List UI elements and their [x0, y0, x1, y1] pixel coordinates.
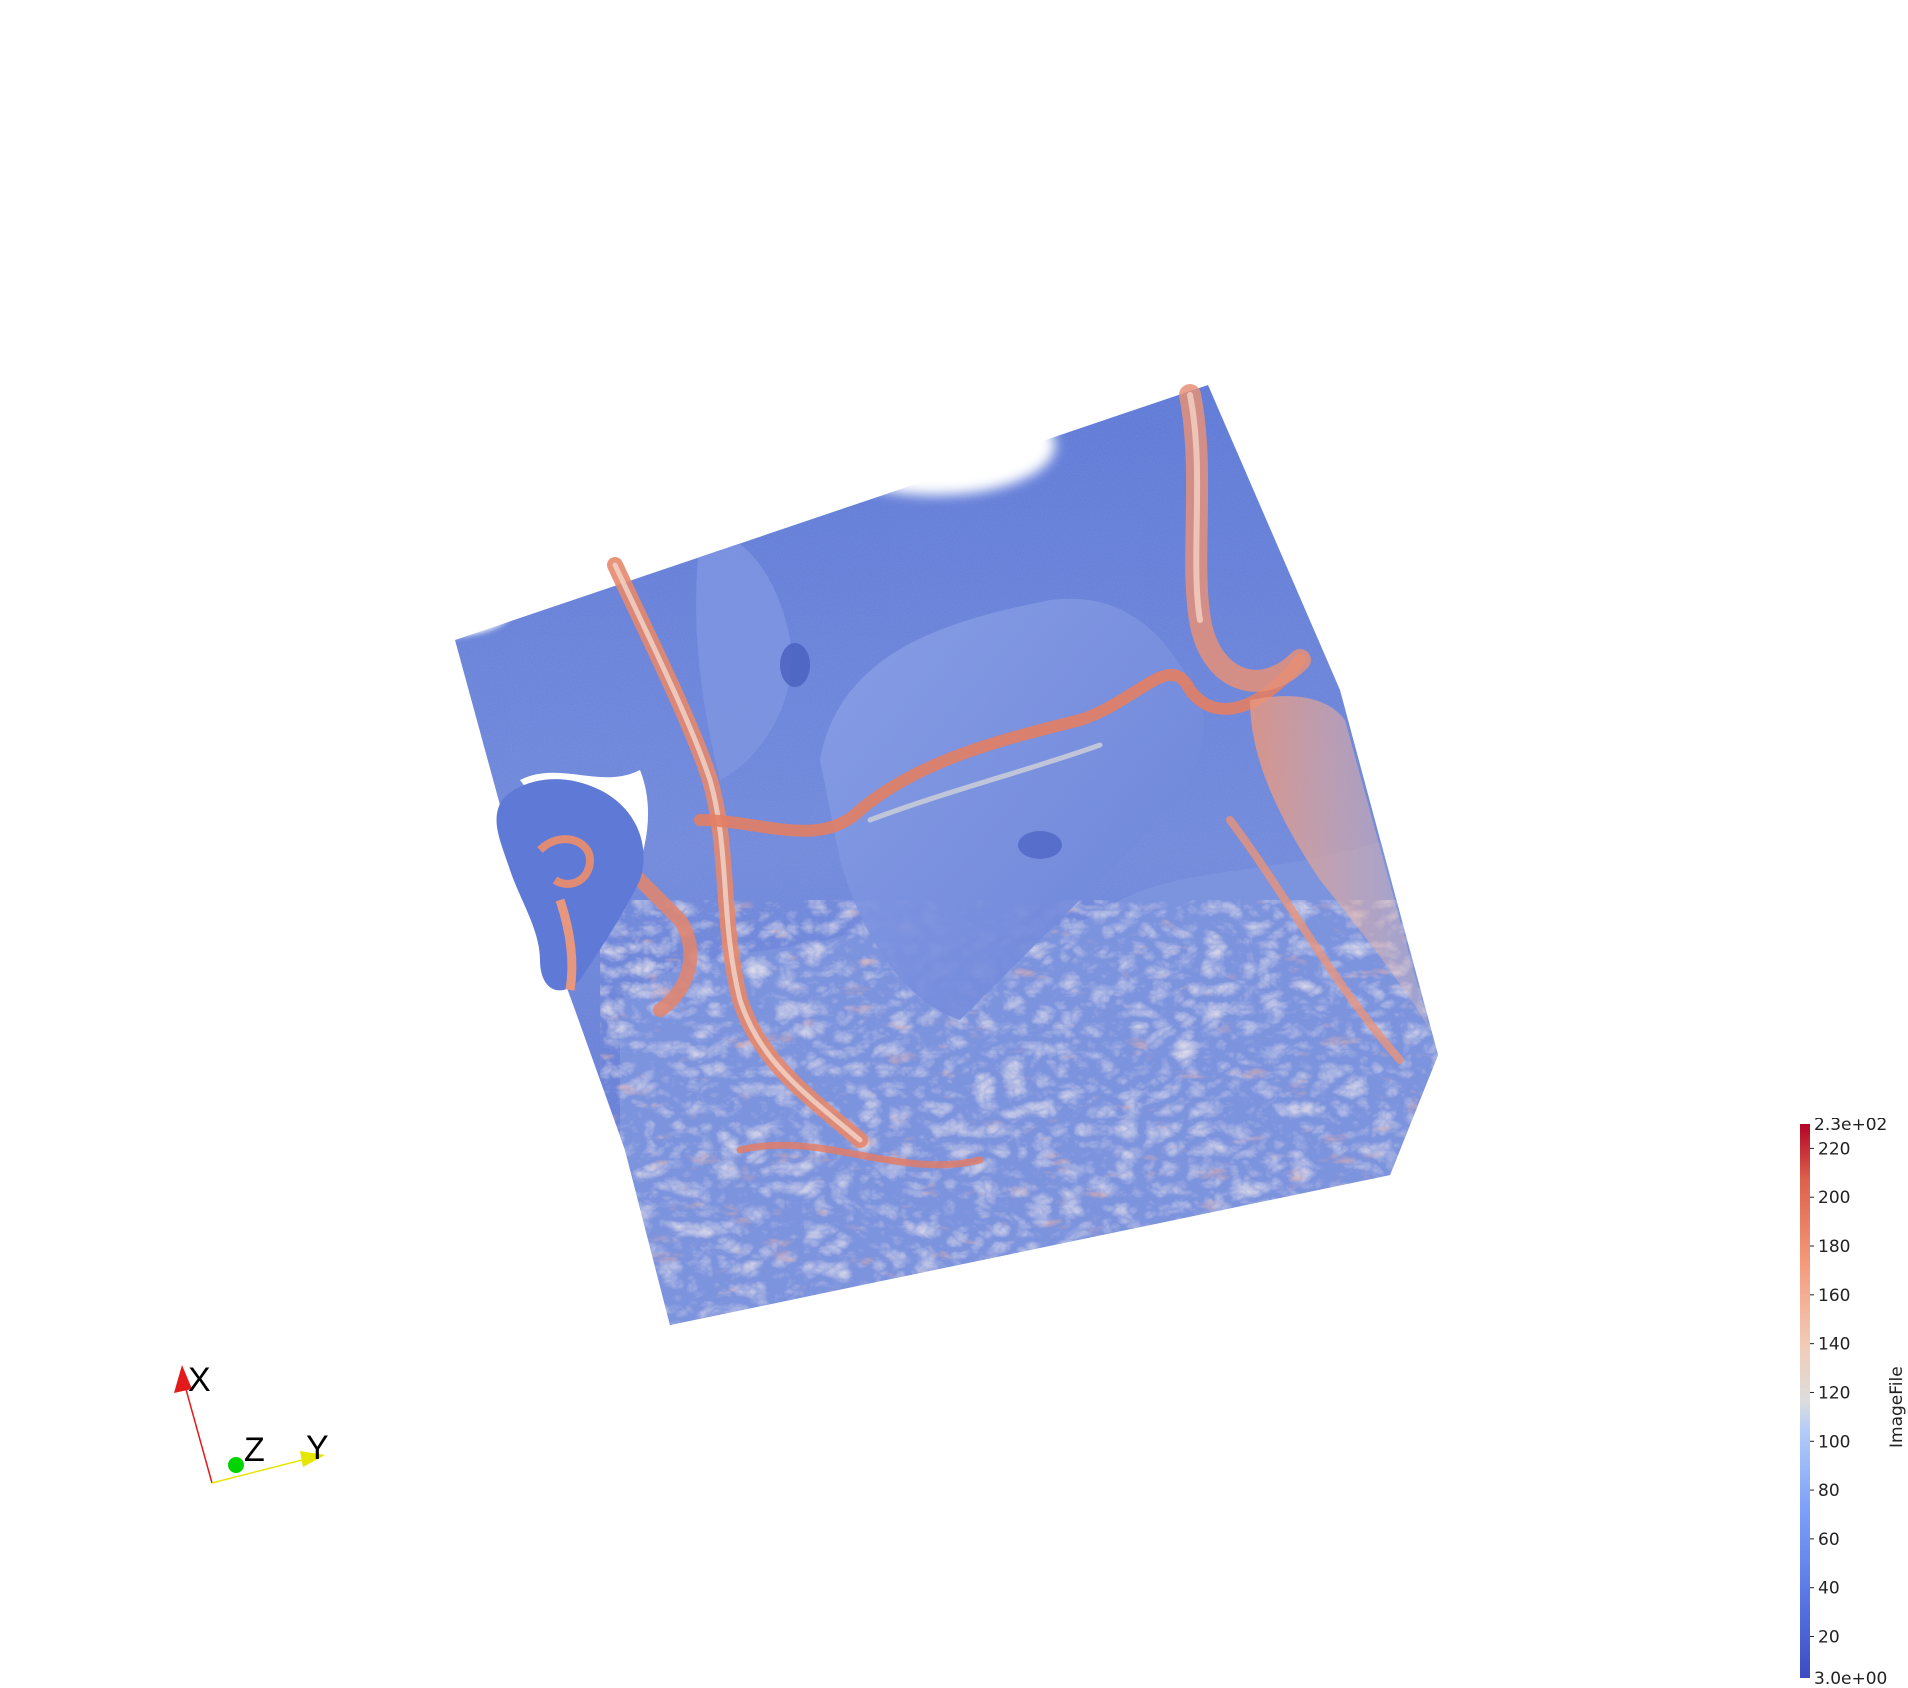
colorbar-tick-label: 40: [1818, 1579, 1840, 1599]
left-vortex: [496, 779, 644, 991]
y-axis-arrow: [300, 1451, 325, 1467]
colorbar-tick-label: 180: [1818, 1237, 1850, 1257]
right-warm-sheet: [1250, 696, 1430, 1030]
y-axis-line: [211, 1457, 311, 1484]
orientation-axes: X Z Y: [174, 1361, 329, 1484]
colorbar-tick-label: 120: [1818, 1383, 1850, 1403]
colorbar-tick-label: 140: [1818, 1335, 1850, 1355]
colorbar-tick-label: 160: [1818, 1286, 1850, 1306]
z-axis-label: Z: [244, 1431, 265, 1469]
color-legend: 220 200 180 160 140 120 100 80 60 40 20 2.3e+02 3.…: [1800, 1118, 1907, 1688]
colorbar-tick-label: 80: [1818, 1481, 1840, 1501]
z-axis-marker: [228, 1457, 244, 1473]
colorbar-tick-label: 200: [1818, 1188, 1850, 1208]
colorbar-min-label: 3.0e+00: [1814, 1669, 1887, 1688]
colorbar-tick-label: 220: [1818, 1139, 1850, 1159]
x-axis-arrow: [174, 1365, 192, 1393]
x-axis-label: X: [188, 1361, 211, 1399]
x-axis-line: [181, 1374, 213, 1484]
colorbar-tick-label: 100: [1818, 1432, 1850, 1452]
colorbar-ticks: 220 200 180 160 140 120 100 80 60 40 20: [1810, 1139, 1850, 1648]
colorbar-title: ImageFile: [1887, 1366, 1907, 1448]
y-axis-label: Y: [306, 1429, 329, 1467]
colorbar-gradient: [1800, 1124, 1810, 1678]
colorbar-max-label: 2.3e+02: [1814, 1118, 1887, 1135]
colorbar-tick-label: 20: [1818, 1628, 1840, 1648]
colorbar-tick-label: 60: [1818, 1530, 1840, 1550]
